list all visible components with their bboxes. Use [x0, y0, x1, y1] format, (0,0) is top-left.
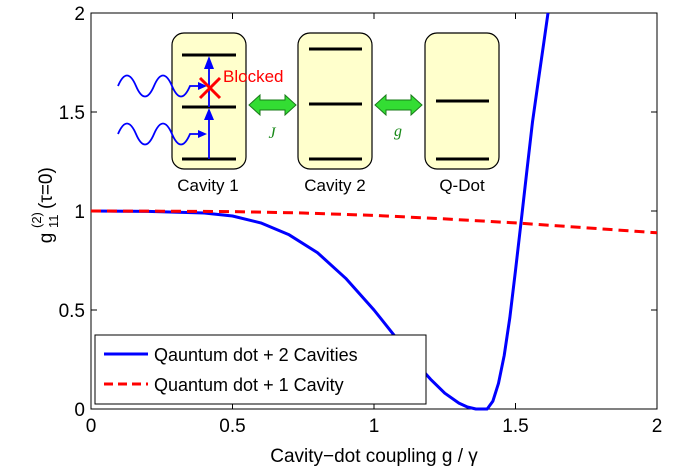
photon-lower	[117, 122, 204, 146]
blocked-label: Blocked	[223, 67, 283, 86]
y-tick-label: 1	[74, 202, 85, 223]
y-label-main: g	[36, 233, 57, 244]
y-tick-labels: 0 0.5 1 1.5 2	[59, 4, 85, 421]
y-label-tail: (τ=0)	[36, 167, 57, 209]
y-label-sup: (2)	[29, 212, 44, 228]
x-tick-label: 0	[86, 416, 97, 437]
y-tick-label: 0	[74, 400, 85, 421]
photon-upper-arrowhead	[198, 82, 207, 90]
cavity2-box	[297, 32, 373, 170]
y-tick-label: 1.5	[59, 103, 85, 124]
photon-upper	[117, 74, 204, 98]
y-tick-label: 0.5	[59, 301, 85, 322]
inset-diagram: Blocked J g Cavity 1 Cavity 2 Q-Dot	[117, 32, 500, 195]
transition-upper-arrowhead	[204, 56, 214, 69]
series-layer	[90, 12, 658, 411]
cavity1-label: Cavity 1	[177, 176, 238, 195]
y-axis-label: g (2) 11 (τ=0)	[29, 167, 61, 243]
x-tick-label: 2	[652, 416, 663, 437]
legend-label-series-1: Qauntum dot + 2 Cavities	[154, 345, 358, 365]
coupling-arrow-g	[374, 93, 423, 117]
x-tick-label: 1	[369, 416, 380, 437]
x-tick-labels: 0 0.5 1 1.5 2	[86, 416, 663, 437]
legend: Qauntum dot + 2 Cavities Quantum dot + 1…	[94, 334, 427, 405]
x-tick-label: 0.5	[219, 416, 245, 437]
y-tick-label: 2	[74, 4, 85, 25]
y-label-sub: 11	[46, 215, 61, 229]
axis-ticks	[90, 12, 658, 410]
transition-lower-arrowhead	[204, 108, 214, 120]
photon-lower-arrowhead	[198, 130, 207, 138]
qdot-label: Q-Dot	[439, 176, 485, 195]
cavity2-label: Cavity 2	[304, 176, 365, 195]
svg-text:g: g	[36, 233, 57, 244]
coupling-arrow-J	[248, 93, 297, 117]
series-line-1	[90, 12, 550, 411]
x-tick-label: 1.5	[502, 416, 528, 437]
legend-box	[94, 334, 427, 405]
legend-label-series-2: Quantum dot + 1 Cavity	[154, 375, 344, 395]
coupling-label-J: J	[268, 125, 276, 142]
blocked-cross-b	[198, 76, 222, 100]
coupling-label-g: g	[394, 123, 402, 140]
series-line-2	[90, 209, 658, 235]
x-axis-label: Cavity−dot coupling g / γ	[270, 446, 478, 467]
